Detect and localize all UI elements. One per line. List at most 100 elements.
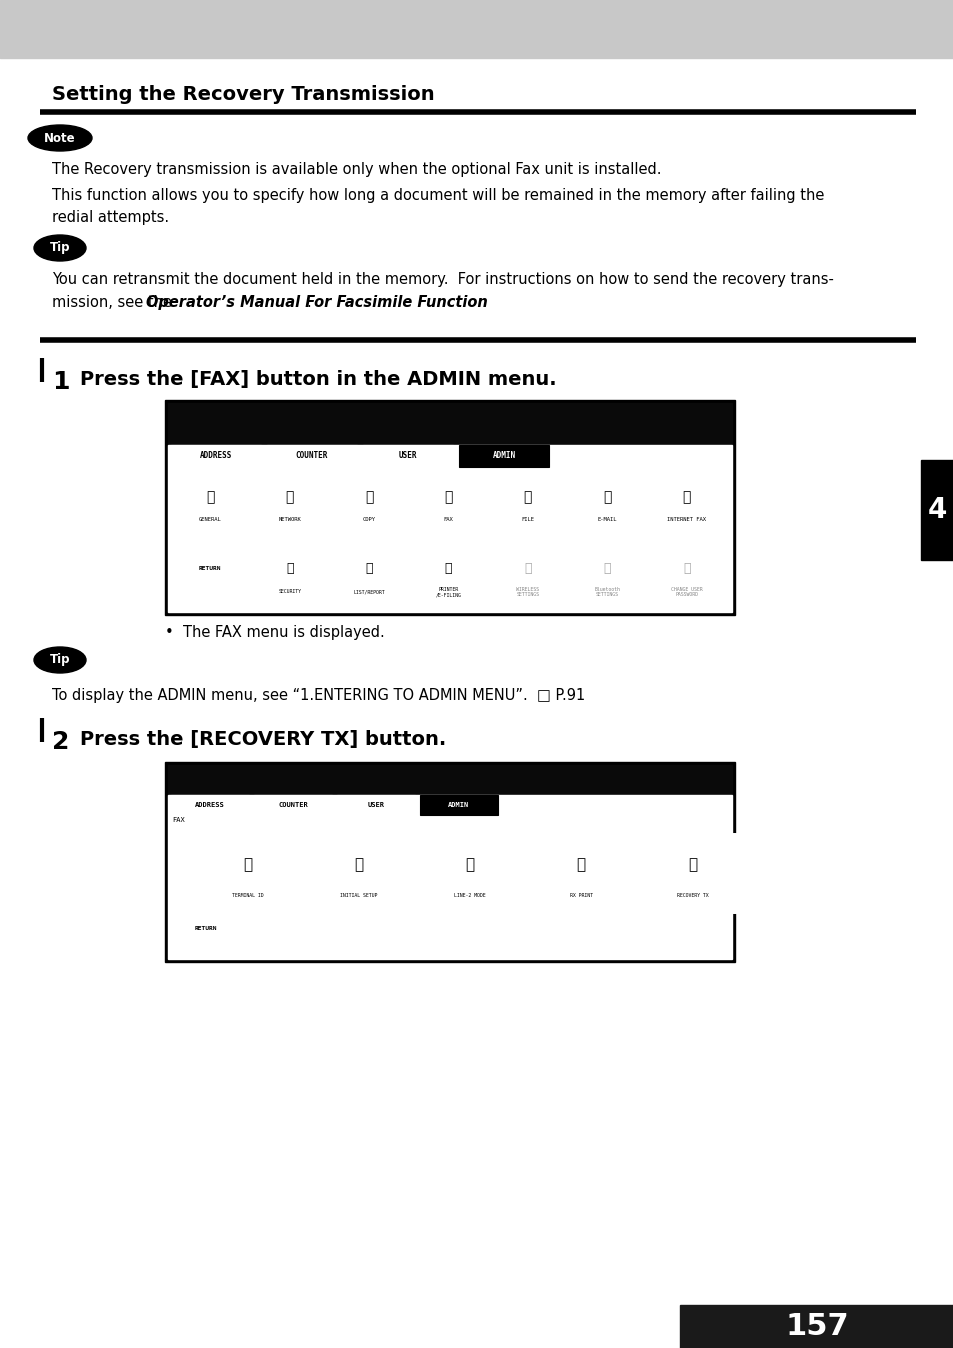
Text: COPY: COPY	[362, 518, 375, 523]
Text: 🔧: 🔧	[576, 857, 585, 872]
Text: 🔧: 🔧	[206, 489, 214, 504]
Text: 🔧: 🔧	[243, 857, 252, 872]
Bar	[331, 543, 407, 611]
Text: FAX: FAX	[443, 518, 453, 523]
Text: RETURN: RETURN	[194, 926, 217, 930]
Bar	[172, 470, 248, 539]
FancyBboxPatch shape	[170, 917, 242, 940]
Text: GENERAL: GENERAL	[198, 518, 221, 523]
Bar	[252, 470, 328, 539]
Text: 🔧: 🔧	[682, 489, 690, 504]
Bar	[489, 470, 565, 539]
Text: 157: 157	[784, 1312, 848, 1341]
Text: 🔧: 🔧	[285, 489, 294, 504]
FancyBboxPatch shape	[170, 555, 251, 582]
Bar	[336, 795, 415, 816]
Text: 🔧: 🔧	[603, 562, 611, 576]
Bar	[569, 543, 645, 611]
Text: E-MAIL: E-MAIL	[597, 518, 617, 523]
Text: Press the [RECOVERY TX] button.: Press the [RECOVERY TX] button.	[80, 731, 446, 749]
Text: CHANGE USER
PASSWORD: CHANGE USER PASSWORD	[670, 586, 701, 597]
Bar	[168, 795, 731, 958]
Text: RECOVERY TX: RECOVERY TX	[676, 892, 707, 898]
Bar	[410, 543, 486, 611]
Text: 2: 2	[52, 731, 70, 754]
Text: You can retransmit the document held in the memory.  For instructions on how to : You can retransmit the document held in …	[52, 272, 833, 287]
Bar	[0, 0, 953, 58]
Text: ADMIN: ADMIN	[492, 452, 515, 461]
Text: PRINTER
/E-FILING: PRINTER /E-FILING	[436, 586, 461, 597]
Bar	[528, 833, 633, 913]
Text: 🔧: 🔧	[523, 489, 532, 504]
Text: FAX: FAX	[172, 817, 185, 824]
Bar	[252, 543, 328, 611]
Text: Tip: Tip	[50, 654, 71, 666]
Text: USER: USER	[398, 452, 416, 461]
Text: WIRELESS
SETTINGS: WIRELESS SETTINGS	[516, 586, 538, 597]
Text: The Recovery transmission is available only when the optional Fax unit is instal: The Recovery transmission is available o…	[52, 162, 660, 177]
Text: NETWORK: NETWORK	[278, 518, 301, 523]
Bar	[679, 1305, 953, 1348]
Text: LIST/REPORT: LIST/REPORT	[353, 589, 384, 594]
Text: Bluetooth
SETTINGS: Bluetooth SETTINGS	[594, 586, 619, 597]
Bar	[168, 445, 731, 612]
Bar	[648, 543, 724, 611]
Bar	[639, 833, 744, 913]
Bar	[363, 445, 453, 466]
Text: 🔧: 🔧	[286, 562, 294, 576]
Bar	[331, 470, 407, 539]
Text: Tip: Tip	[50, 241, 71, 255]
Bar	[306, 833, 411, 913]
Text: 1: 1	[52, 369, 70, 394]
Text: ADDRESS: ADDRESS	[199, 452, 232, 461]
Bar	[168, 403, 731, 445]
Text: 4: 4	[927, 496, 946, 524]
Bar	[168, 766, 731, 795]
Text: 🔧: 🔧	[465, 857, 474, 872]
Text: TERMINAL ID: TERMINAL ID	[232, 892, 263, 898]
Bar	[171, 795, 249, 816]
Text: COUNTER: COUNTER	[295, 452, 328, 461]
Text: mission, see the: mission, see the	[52, 295, 176, 310]
Text: LINE-2 MODE: LINE-2 MODE	[454, 892, 485, 898]
Text: •  The FAX menu is displayed.: • The FAX menu is displayed.	[165, 625, 384, 640]
Text: 🔧: 🔧	[444, 489, 453, 504]
Text: FILE: FILE	[521, 518, 534, 523]
Text: INTERNET FAX: INTERNET FAX	[666, 518, 705, 523]
Text: USER: USER	[367, 802, 384, 807]
Text: 🔧: 🔧	[602, 489, 611, 504]
Text: COUNTER: COUNTER	[278, 802, 308, 807]
Bar	[569, 470, 645, 539]
Text: INITIAL SETUP: INITIAL SETUP	[340, 892, 377, 898]
Ellipse shape	[28, 125, 91, 151]
Text: .: .	[306, 295, 311, 310]
Text: 🔧: 🔧	[444, 562, 452, 576]
Bar	[419, 795, 497, 816]
Text: To display the ADMIN menu, see “1.ENTERING TO ADMIN MENU”.  □ P.91: To display the ADMIN menu, see “1.ENTERI…	[52, 687, 584, 704]
Ellipse shape	[34, 647, 86, 673]
Bar	[410, 470, 486, 539]
Bar	[165, 762, 734, 962]
Text: Press the [FAX] button in the ADMIN menu.: Press the [FAX] button in the ADMIN menu…	[80, 369, 556, 390]
Text: RETURN: RETURN	[199, 566, 221, 572]
Text: Setting the Recovery Transmission: Setting the Recovery Transmission	[52, 85, 435, 104]
Bar	[171, 445, 261, 466]
Text: Operator’s Manual For Facsimile Function: Operator’s Manual For Facsimile Function	[146, 295, 488, 310]
Text: 🔧: 🔧	[354, 857, 363, 872]
Bar	[165, 400, 734, 615]
Text: 🔧: 🔧	[687, 857, 697, 872]
Bar	[267, 445, 356, 466]
Text: 🔧: 🔧	[365, 562, 373, 576]
Bar	[920, 460, 953, 559]
Text: SECURITY: SECURITY	[278, 589, 301, 594]
Text: 🔧: 🔧	[364, 489, 373, 504]
Text: Note: Note	[44, 132, 75, 144]
Text: ADMIN: ADMIN	[448, 802, 469, 807]
Bar	[194, 833, 300, 913]
Bar	[417, 833, 522, 913]
Bar	[458, 445, 548, 466]
Text: 🔧: 🔧	[523, 562, 531, 576]
Bar	[489, 543, 565, 611]
Text: ADDRESS: ADDRESS	[195, 802, 225, 807]
Bar	[253, 795, 332, 816]
